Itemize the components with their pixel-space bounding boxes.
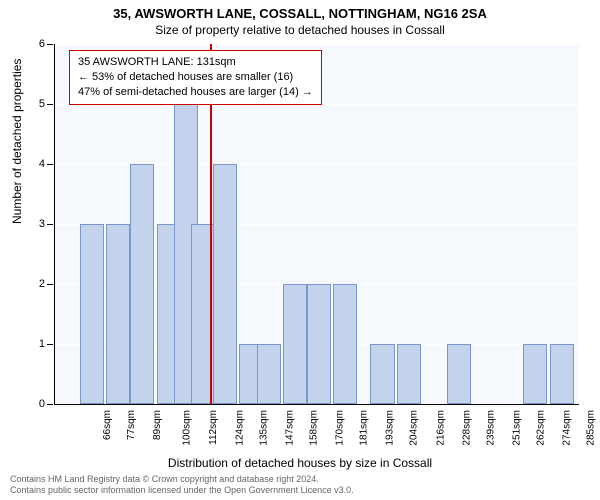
- y-tick-label: 3: [31, 218, 45, 230]
- histogram-bar: [106, 224, 130, 404]
- y-tick: [47, 284, 53, 285]
- histogram-bar: [333, 284, 357, 404]
- x-tick-label: 124sqm: [234, 410, 245, 446]
- info-box-line: 47% of semi-detached houses are larger (…: [78, 85, 313, 100]
- x-tick-label: 228sqm: [461, 410, 472, 446]
- y-tick-label: 5: [31, 98, 45, 110]
- y-tick: [47, 44, 53, 45]
- histogram-bar: [523, 344, 547, 404]
- x-tick-label: 112sqm: [207, 410, 218, 445]
- info-box-line: ← 53% of detached houses are smaller (16…: [78, 70, 313, 85]
- info-box-line: 35 AWSWORTH LANE: 131sqm: [78, 55, 313, 70]
- y-tick: [47, 344, 53, 345]
- y-tick: [47, 164, 53, 165]
- footer-attrib: Contains HM Land Registry data © Crown c…: [10, 474, 354, 496]
- y-tick-label: 2: [31, 278, 45, 290]
- y-tick-label: 6: [31, 38, 45, 50]
- x-tick-label: 274sqm: [562, 410, 573, 446]
- figure-container: 35, AWSWORTH LANE, COSSALL, NOTTINGHAM, …: [0, 0, 600, 500]
- x-tick-label: 147sqm: [285, 410, 296, 446]
- histogram-bar: [257, 344, 281, 404]
- x-tick-label: 181sqm: [359, 410, 370, 446]
- histogram-bar: [370, 344, 394, 404]
- x-tick-label: 66sqm: [102, 410, 113, 440]
- title-sub: Size of property relative to detached ho…: [0, 23, 600, 37]
- x-tick-label: 193sqm: [385, 410, 396, 446]
- x-tick-label: 77sqm: [126, 410, 137, 440]
- x-tick-label: 216sqm: [435, 410, 446, 446]
- x-tick-label: 170sqm: [335, 410, 346, 446]
- title-main: 35, AWSWORTH LANE, COSSALL, NOTTINGHAM, …: [0, 0, 600, 21]
- histogram-bar: [213, 164, 237, 404]
- histogram-bar: [283, 284, 307, 404]
- chart-area: 012345635 AWSWORTH LANE: 131sqm← 53% of …: [54, 44, 579, 405]
- x-tick-label: 251sqm: [512, 410, 523, 446]
- histogram-bar: [80, 224, 104, 404]
- x-tick-label: 285sqm: [586, 410, 597, 446]
- x-tick-label: 89sqm: [152, 410, 163, 440]
- x-tick-label: 239sqm: [485, 410, 496, 446]
- y-tick-label: 0: [31, 398, 45, 410]
- histogram-bar: [307, 284, 331, 404]
- x-axis-label: Distribution of detached houses by size …: [0, 456, 600, 470]
- y-tick: [47, 404, 53, 405]
- y-tick: [47, 104, 53, 105]
- y-tick: [47, 224, 53, 225]
- histogram-bar: [550, 344, 574, 404]
- histogram-bar: [447, 344, 471, 404]
- x-tick-label: 135sqm: [258, 410, 269, 446]
- x-tick-label: 100sqm: [182, 410, 193, 446]
- histogram-bar: [397, 344, 421, 404]
- footer-line1: Contains HM Land Registry data © Crown c…: [10, 474, 354, 485]
- x-tick-label: 204sqm: [409, 410, 420, 446]
- y-axis-label: Number of detached properties: [10, 59, 24, 224]
- y-tick-label: 1: [31, 338, 45, 350]
- x-tick-label: 262sqm: [536, 410, 547, 446]
- histogram-bar: [130, 164, 154, 404]
- footer-line2: Contains public sector information licen…: [10, 485, 354, 496]
- gridline: [55, 44, 579, 45]
- info-box: 35 AWSWORTH LANE: 131sqm← 53% of detache…: [69, 50, 322, 105]
- y-tick-label: 4: [31, 158, 45, 170]
- x-tick-label: 158sqm: [309, 410, 320, 446]
